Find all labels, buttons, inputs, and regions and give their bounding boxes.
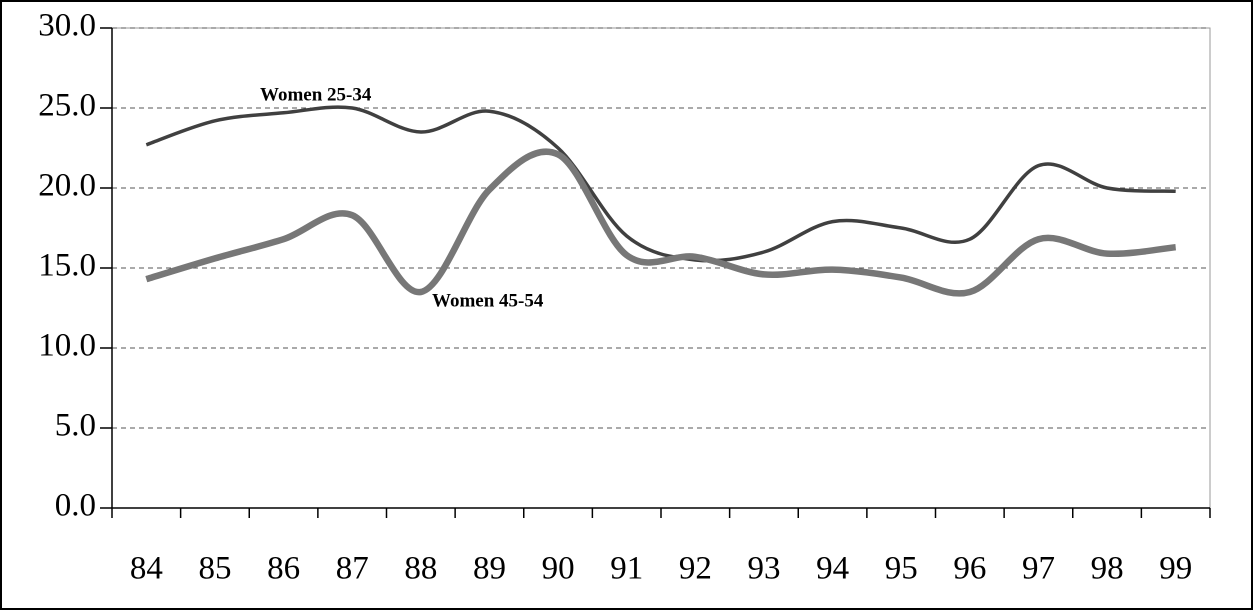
y-tick-label: 25.0 <box>38 88 96 124</box>
x-tick-label: 88 <box>404 551 437 587</box>
y-tick-label: 10.0 <box>38 328 96 364</box>
x-tick-label: 92 <box>679 551 712 587</box>
y-tick-label: 0.0 <box>55 488 96 524</box>
series-label: Women 45-54 <box>432 290 544 311</box>
x-tick-label: 96 <box>953 551 986 587</box>
y-tick-label: 20.0 <box>38 168 96 204</box>
line-series <box>145 148 1177 297</box>
x-tick-label: 97 <box>1022 551 1055 587</box>
x-tick-label: 91 <box>610 551 643 587</box>
x-tick-label: 95 <box>885 551 918 587</box>
y-tick-label: 15.0 <box>38 248 96 284</box>
x-tick-label: 94 <box>816 551 849 587</box>
x-tick-label: 87 <box>336 551 369 587</box>
y-tick-label: 5.0 <box>55 408 96 444</box>
x-tick-label: 84 <box>130 551 163 587</box>
y-tick-label: 30.0 <box>38 8 96 44</box>
x-tick-label: 85 <box>198 551 231 587</box>
x-tick-label: 93 <box>747 551 780 587</box>
x-tick-label: 90 <box>542 551 575 587</box>
series-label: Women 25-34 <box>260 84 372 105</box>
x-tick-label: 86 <box>267 551 300 587</box>
x-tick-label: 99 <box>1159 551 1192 587</box>
x-tick-label: 89 <box>473 551 506 587</box>
line-series <box>145 105 1176 263</box>
x-tick-label: 98 <box>1091 551 1124 587</box>
